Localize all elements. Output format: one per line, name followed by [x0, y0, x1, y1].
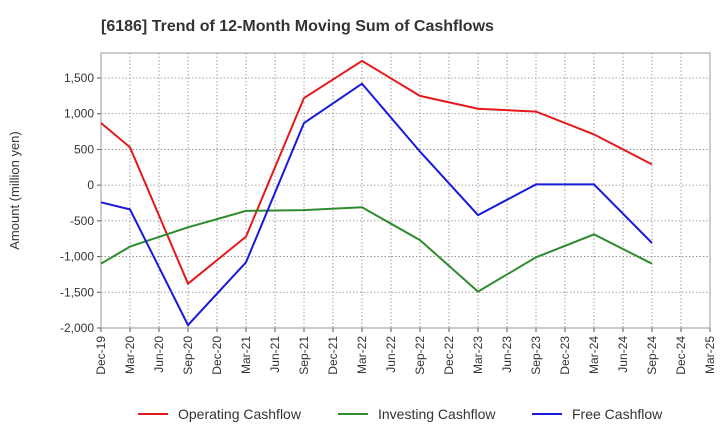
x-tick-label: Mar-22 [355, 336, 369, 374]
x-tick-label: Mar-24 [587, 336, 601, 374]
x-tick-label: Dec-23 [558, 336, 572, 375]
x-tick-label: Dec-20 [210, 336, 224, 375]
x-tick-label: Sep-22 [413, 336, 427, 375]
y-tick-label: -1,500 [60, 285, 94, 299]
x-tick-label: Dec-21 [326, 336, 340, 375]
x-tick-label: Dec-22 [442, 336, 456, 375]
y-tick-label: 0 [87, 178, 94, 192]
x-tick-label: Jun-24 [616, 336, 630, 373]
x-tick-label: Dec-24 [674, 336, 688, 375]
legend-label-investing-cashflow: Investing Cashflow [378, 406, 496, 422]
y-tick-label: 1,500 [64, 71, 94, 85]
x-tick-label: Mar-20 [123, 336, 137, 374]
x-tick-label: Jun-23 [500, 336, 514, 373]
x-tick-label: Jun-21 [268, 336, 282, 373]
y-axis-ticks: -2,000 -1,500 -1,000 -500 0 500 1,000 1,500 [60, 71, 101, 335]
plot-area [100, 52, 711, 329]
legend-label-operating-cashflow: Operating Cashflow [178, 406, 302, 422]
x-tick-label: Jun-22 [384, 336, 398, 373]
x-tick-label: Mar-23 [471, 336, 485, 374]
legend: Operating Cashflow Investing Cashflow Free… [138, 406, 663, 422]
free-cashflow-line [100, 82, 653, 327]
x-tick-label: Jun-20 [152, 336, 166, 373]
y-tick-label: 1,000 [64, 107, 94, 121]
investing-cashflow-line [100, 206, 653, 293]
y-tick-label: -500 [70, 214, 94, 228]
x-tick-label: Sep-23 [529, 336, 543, 375]
legend-label-free-cashflow: Free Cashflow [572, 406, 663, 422]
y-tick-label: 500 [74, 142, 94, 156]
y-tick-label: -2,000 [60, 321, 94, 335]
y-axis-label: Amount (million yen) [7, 131, 22, 250]
grid [101, 53, 710, 329]
series [100, 59, 653, 327]
x-axis-ticks: Dec-19 Mar-20 Jun-20 Sep-20 Dec-20 Mar-21 Jun-… [94, 328, 717, 375]
chart-title: [6186] Trend of 12-Month Moving Sum of C… [101, 18, 494, 35]
x-tick-label: Sep-20 [181, 336, 195, 375]
y-tick-label: -1,000 [60, 250, 94, 264]
operating-cashflow-line [100, 59, 653, 286]
x-tick-label: Mar-21 [239, 336, 253, 374]
x-tick-label: Dec-19 [94, 336, 108, 375]
x-tick-label: Sep-24 [645, 336, 659, 375]
x-tick-label: Mar-25 [703, 336, 717, 374]
x-tick-label: Sep-21 [297, 336, 311, 375]
